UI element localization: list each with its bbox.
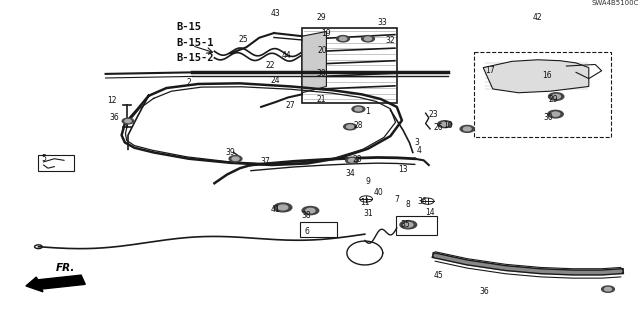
Text: 30: 30 <box>543 113 554 122</box>
Text: 41: 41 <box>270 204 280 213</box>
Circle shape <box>347 125 354 129</box>
Text: 8: 8 <box>406 200 411 209</box>
Circle shape <box>602 286 614 292</box>
Text: 30: 30 <box>316 70 326 78</box>
Bar <box>396 216 437 235</box>
Circle shape <box>337 35 349 42</box>
Text: SWA4B5100C: SWA4B5100C <box>591 0 639 6</box>
Text: 9: 9 <box>365 177 371 186</box>
Circle shape <box>306 208 315 213</box>
Text: 28: 28 <box>353 155 362 164</box>
Bar <box>300 222 337 237</box>
Circle shape <box>122 118 134 124</box>
Text: 32: 32 <box>385 36 396 45</box>
Circle shape <box>551 112 560 116</box>
Text: 6: 6 <box>305 226 310 235</box>
Circle shape <box>278 205 288 210</box>
Text: 36: 36 <box>479 287 490 296</box>
Circle shape <box>362 35 374 42</box>
Circle shape <box>438 121 452 128</box>
Text: FR.: FR. <box>56 263 75 273</box>
Bar <box>38 155 74 171</box>
Text: 35: 35 <box>400 220 410 229</box>
Text: 24: 24 <box>270 76 280 85</box>
Circle shape <box>404 222 413 227</box>
Text: 28: 28 <box>354 121 363 130</box>
Text: 13: 13 <box>398 165 408 174</box>
Circle shape <box>460 125 474 132</box>
Circle shape <box>548 93 564 100</box>
Text: 37: 37 <box>260 157 271 167</box>
Circle shape <box>349 159 356 162</box>
Text: 40: 40 <box>374 188 384 197</box>
Circle shape <box>340 37 347 41</box>
Text: 38: 38 <box>301 211 311 220</box>
Circle shape <box>400 221 417 229</box>
Circle shape <box>463 127 471 131</box>
Circle shape <box>355 108 362 111</box>
Text: 31: 31 <box>363 209 373 218</box>
Text: 36: 36 <box>417 197 428 206</box>
Text: B-15-1: B-15-1 <box>176 38 214 48</box>
Text: 11: 11 <box>360 198 369 207</box>
Text: 42: 42 <box>532 13 543 22</box>
Text: 22: 22 <box>266 61 275 70</box>
Circle shape <box>232 157 239 160</box>
Text: 5: 5 <box>41 154 46 163</box>
Text: 27: 27 <box>285 101 295 110</box>
Text: 23: 23 <box>428 110 438 119</box>
Text: 43: 43 <box>270 9 280 18</box>
Circle shape <box>441 122 449 126</box>
Text: 3: 3 <box>415 138 420 147</box>
Circle shape <box>229 156 242 162</box>
Text: 10: 10 <box>443 121 453 130</box>
Text: 20: 20 <box>317 46 327 55</box>
Circle shape <box>548 110 563 118</box>
Text: 34: 34 <box>346 169 356 178</box>
Polygon shape <box>302 32 326 93</box>
Text: 17: 17 <box>484 66 495 75</box>
Circle shape <box>346 157 358 163</box>
Circle shape <box>302 206 319 215</box>
Bar <box>474 52 611 137</box>
Text: 12: 12 <box>108 96 116 105</box>
Circle shape <box>365 37 371 41</box>
Text: 29: 29 <box>548 94 559 104</box>
Text: 1: 1 <box>365 107 371 116</box>
FancyArrow shape <box>26 275 85 292</box>
Text: 33: 33 <box>378 19 388 27</box>
Circle shape <box>274 203 292 212</box>
Circle shape <box>605 287 612 291</box>
Text: 7: 7 <box>394 195 399 204</box>
Circle shape <box>552 94 561 99</box>
Text: 44: 44 <box>282 50 292 60</box>
Text: 21: 21 <box>317 94 326 104</box>
Text: 29: 29 <box>316 13 326 22</box>
Text: B-15-2: B-15-2 <box>176 54 214 63</box>
Text: 19: 19 <box>321 29 332 38</box>
Text: 2: 2 <box>186 78 191 87</box>
Text: B-15: B-15 <box>176 22 201 32</box>
Circle shape <box>344 123 356 130</box>
Text: 36: 36 <box>109 113 119 122</box>
Circle shape <box>125 120 131 122</box>
Polygon shape <box>483 60 589 93</box>
Text: 45: 45 <box>433 271 444 279</box>
Text: 16: 16 <box>542 71 552 80</box>
Text: 25: 25 <box>238 35 248 44</box>
Text: 14: 14 <box>425 208 435 217</box>
Text: 39: 39 <box>225 148 236 157</box>
Text: 26: 26 <box>433 123 444 132</box>
Circle shape <box>352 106 365 112</box>
Text: 4: 4 <box>417 146 422 155</box>
